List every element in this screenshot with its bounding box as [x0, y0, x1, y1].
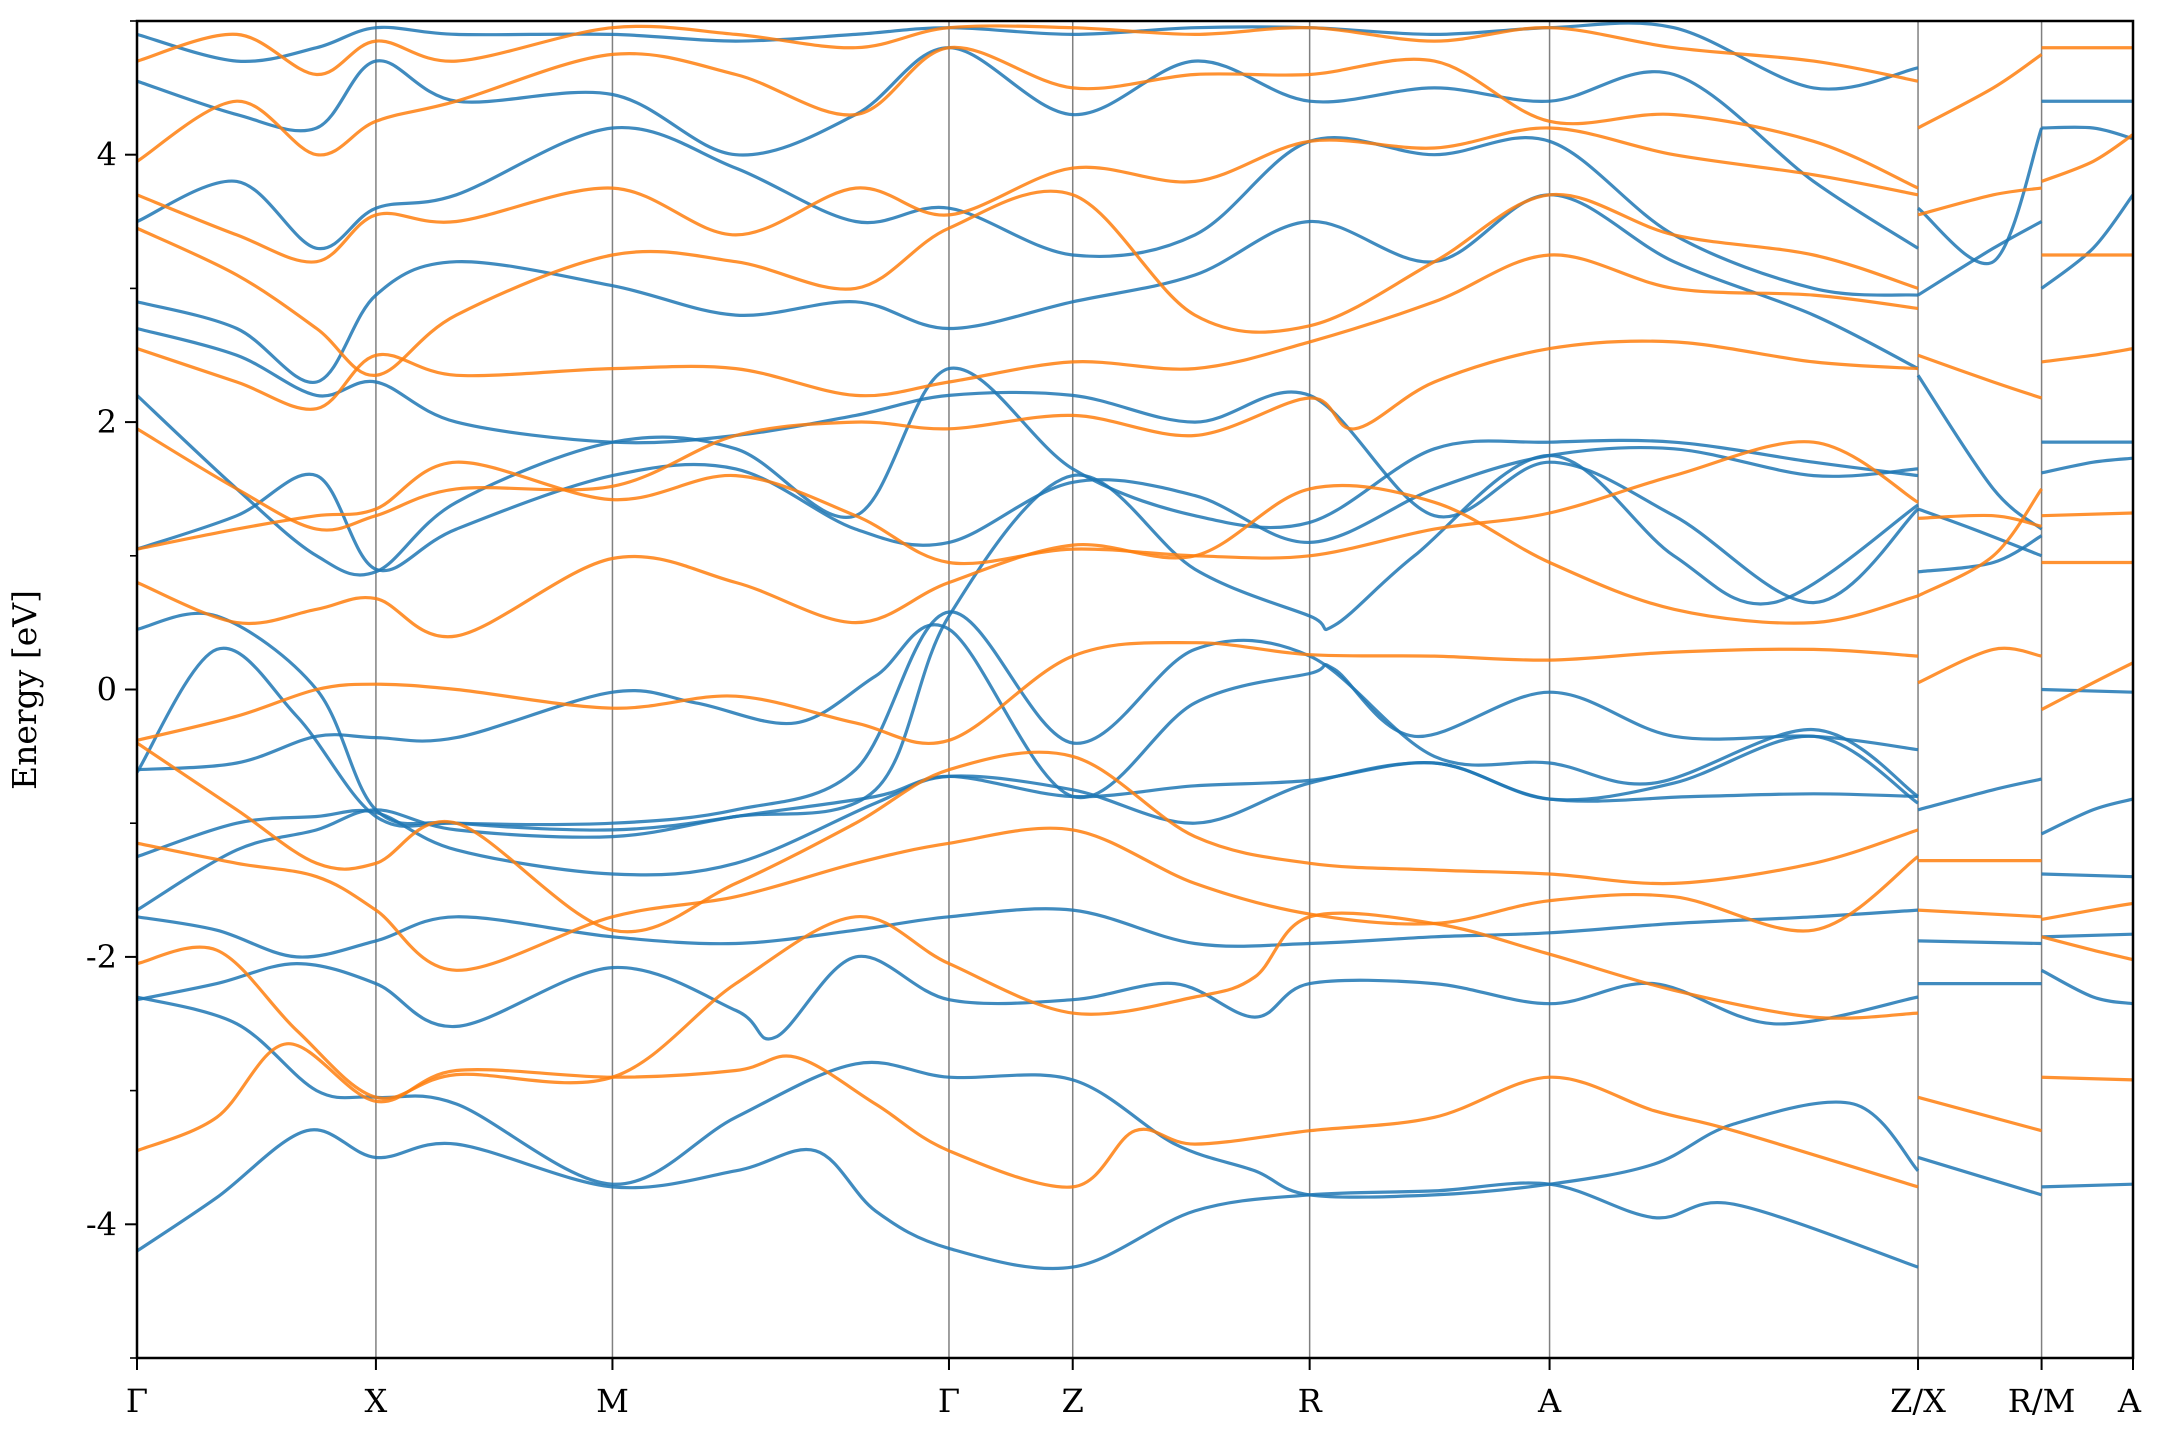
band-line: [137, 125, 1919, 297]
x-tick-label: A: [2117, 1382, 2142, 1420]
y-tick-label: -4: [86, 1205, 117, 1243]
band-line: [137, 253, 1919, 411]
band-line: [137, 46, 1919, 250]
band-line: [1917, 487, 2043, 598]
band-line: [2041, 456, 2133, 475]
x-tick-label: Z: [1062, 1382, 1084, 1420]
band-line: [1917, 534, 2043, 574]
band-line: [137, 339, 1919, 532]
band-line: [2041, 125, 2133, 141]
band-line: [1917, 186, 2042, 217]
y-tick-label: 4: [97, 136, 117, 174]
band-line: [1917, 127, 2044, 266]
x-tick-label: A: [1537, 1382, 1562, 1420]
band-line: [137, 640, 1919, 746]
band-line: [137, 1128, 1919, 1271]
band-line: [137, 741, 1919, 934]
band-line: [137, 445, 1919, 573]
x-tick-label: Z/X: [1890, 1382, 1946, 1420]
y-axis-label: Energy [eV]: [5, 590, 44, 790]
band-lines: [137, 21, 2133, 1271]
band-line: [137, 440, 1919, 566]
band-line: [1917, 353, 2043, 400]
x-tick-label: Γ: [126, 1382, 148, 1420]
band-line: [1917, 513, 2042, 528]
x-tick-label: X: [365, 1382, 388, 1420]
band-line: [137, 623, 1919, 800]
band-line: [2041, 935, 2133, 962]
band-line: [137, 193, 1919, 384]
band-line: [137, 24, 1919, 83]
band-line: [137, 734, 1919, 877]
band-line: [2041, 1075, 2133, 1082]
band-line: [1917, 1155, 2043, 1197]
band-line: [137, 954, 1919, 1041]
band-line: [137, 45, 1919, 190]
band-line: [137, 366, 1919, 577]
band-line: [137, 483, 1919, 639]
band-line: [1916, 374, 2043, 531]
band-line: [137, 995, 1920, 1199]
band-line: [2040, 661, 2133, 711]
band-line: [137, 189, 1919, 377]
band-line: [137, 907, 1919, 959]
band-line: [2041, 687, 2133, 694]
band-line: [137, 21, 1919, 91]
band-line: [137, 826, 1919, 972]
band-line: [2040, 968, 2133, 1006]
band-line: [1917, 646, 2042, 685]
kpoint-separators: [375, 21, 2043, 1358]
band-line: [2041, 1182, 2133, 1189]
band-line: [137, 610, 1919, 828]
band-line: [2041, 347, 2133, 364]
x-tick-label: R: [1298, 1382, 1323, 1420]
band-line: [2040, 797, 2133, 836]
band-line: [137, 1042, 1919, 1189]
band-line: [137, 911, 1919, 1101]
y-axis: -4 -2 0 2 4: [86, 20, 137, 1359]
y-tick-label: 0: [97, 671, 117, 709]
band-line: [1917, 507, 2043, 558]
band-line: [2040, 193, 2133, 290]
band-line: [1917, 939, 2042, 946]
band-line: [1917, 53, 2043, 130]
y-tick-label: -2: [86, 938, 117, 976]
band-line: [137, 126, 1919, 264]
x-tick-label: Γ: [938, 1382, 960, 1420]
y-tick-label: 2: [97, 403, 117, 441]
band-line: [1917, 1095, 2042, 1133]
band-line: [1917, 908, 2042, 919]
band-line: [137, 326, 1920, 605]
band-line: [2041, 133, 2133, 183]
band-line: [2041, 872, 2133, 879]
band-line: [137, 453, 1919, 832]
x-tick-label: R/M: [2008, 1382, 2076, 1420]
band-line: [1917, 220, 2043, 297]
band-line: [2041, 511, 2133, 518]
band-line: [2041, 901, 2133, 922]
x-tick-label: M: [596, 1382, 629, 1420]
band-line: [2041, 932, 2133, 939]
x-axis: Γ X M Γ Z R A Z/X R/M A: [126, 1358, 2142, 1420]
band-line: [1917, 777, 2042, 812]
